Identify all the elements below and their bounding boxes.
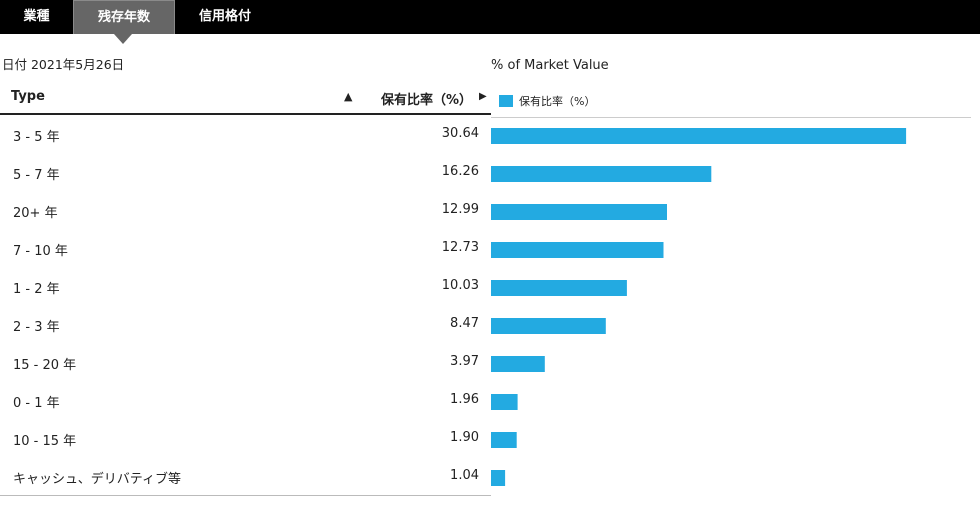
row-holding-value: 10.03 <box>441 278 479 293</box>
chart-title: % of Market Value <box>491 58 609 73</box>
play-right-icon[interactable]: ▶ <box>479 91 487 102</box>
bar-3[interactable] <box>491 242 664 258</box>
table-header: Type ▲ 保有比率（%） ▶ <box>0 82 491 115</box>
row-type-label: 5 - 7 年 <box>13 168 60 183</box>
bar-7[interactable] <box>491 394 518 410</box>
table-row: 2 - 3 年 8.47 <box>0 305 491 343</box>
table-row: 15 - 20 年 3.97 <box>0 343 491 381</box>
tab-bar: 業種 残存年数 信用格付 <box>0 0 980 34</box>
table-row: キャッシュ、デリバティブ等 1.04 <box>0 457 491 495</box>
table-row: 0 - 1 年 1.96 <box>0 381 491 419</box>
row-holding-value: 1.04 <box>450 468 479 483</box>
bar-8[interactable] <box>491 432 517 448</box>
chart-top-rule <box>491 117 971 118</box>
row-type-label: 3 - 5 年 <box>13 130 60 145</box>
row-holding-value: 16.26 <box>441 164 479 179</box>
bar-5[interactable] <box>491 318 606 334</box>
table-row: 5 - 7 年 16.26 <box>0 153 491 191</box>
column-header-type[interactable]: Type <box>11 89 45 104</box>
table-row: 10 - 15 年 1.90 <box>0 419 491 457</box>
table-row: 7 - 10 年 12.73 <box>0 229 491 267</box>
table-body: 3 - 5 年 30.64 5 - 7 年 16.26 20+ 年 12.99 7 - 10… <box>0 115 491 495</box>
tab-maturity[interactable]: 残存年数 <box>73 0 175 34</box>
table-bottom-rule <box>0 495 491 496</box>
row-holding-value: 12.99 <box>441 202 479 217</box>
bar-chart <box>491 128 907 486</box>
row-holding-value: 12.73 <box>441 240 479 255</box>
legend-swatch <box>499 95 513 107</box>
bar-0[interactable] <box>491 128 907 144</box>
row-type-label: 1 - 2 年 <box>13 282 60 297</box>
chart-legend: 保有比率（%） <box>499 93 595 109</box>
row-type-label: 2 - 3 年 <box>13 320 60 335</box>
bar-6[interactable] <box>491 356 545 372</box>
active-tab-pointer <box>114 34 132 44</box>
table-row: 20+ 年 12.99 <box>0 191 491 229</box>
bar-4[interactable] <box>491 280 627 296</box>
row-type-label: 10 - 15 年 <box>13 434 77 449</box>
bar-2[interactable] <box>491 204 667 220</box>
legend-label: 保有比率（%） <box>519 95 596 108</box>
row-type-label: 0 - 1 年 <box>13 396 60 411</box>
row-holding-value: 30.64 <box>441 126 479 141</box>
row-holding-value: 1.96 <box>450 392 479 407</box>
holdings-table: Type ▲ 保有比率（%） ▶ 3 - 5 年 30.64 5 - 7 年 16.2… <box>0 82 491 496</box>
column-header-holding-ratio[interactable]: 保有比率（%） <box>381 93 473 108</box>
row-holding-value: 3.97 <box>450 354 479 369</box>
row-holding-value: 1.90 <box>450 430 479 445</box>
sort-ascending-icon[interactable]: ▲ <box>344 90 353 103</box>
row-type-label: 15 - 20 年 <box>13 358 77 373</box>
table-row: 3 - 5 年 30.64 <box>0 115 491 153</box>
tab-industry[interactable]: 業種 <box>23 9 50 24</box>
bar-1[interactable] <box>491 166 712 182</box>
row-type-label: 20+ 年 <box>13 206 58 221</box>
bar-9[interactable] <box>491 470 506 486</box>
row-holding-value: 8.47 <box>450 316 479 331</box>
row-type-label: 7 - 10 年 <box>13 244 68 259</box>
tab-credit-rating[interactable]: 信用格付 <box>198 9 251 24</box>
row-type-label: キャッシュ、デリバティブ等 <box>13 472 181 487</box>
table-row: 1 - 2 年 10.03 <box>0 267 491 305</box>
as-of-date: 日付 2021年5月26日 <box>2 57 125 72</box>
